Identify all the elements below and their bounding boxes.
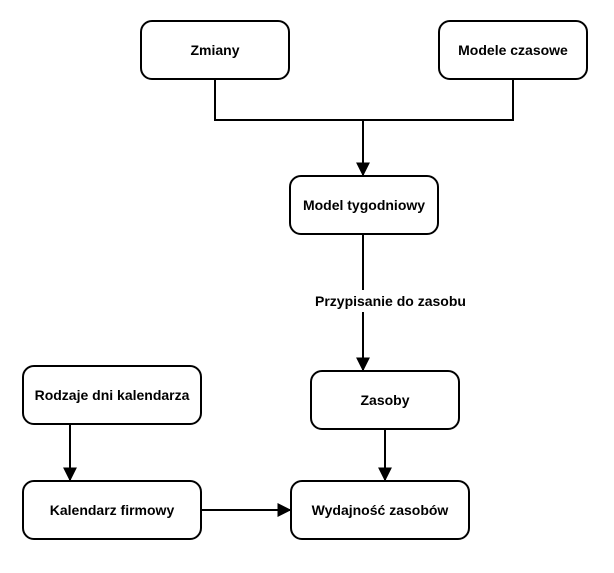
node-label: Model tygodniowy [303,197,425,213]
node-wydajnosc-zasobow: Wydajność zasobów [290,480,470,540]
edge-label-przypisanie: Przypisanie do zasobu [315,293,466,309]
node-label: Modele czasowe [458,42,568,58]
node-rodzaje-dni-kalendarza: Rodzaje dni kalendarza [22,365,202,425]
node-label: Zasoby [360,392,409,408]
node-label: Wydajność zasobów [312,502,449,518]
node-label: Kalendarz firmowy [50,502,174,518]
node-label: Rodzaje dni kalendarza [35,387,190,403]
node-kalendarz-firmowy: Kalendarz firmowy [22,480,202,540]
node-model-tygodniowy: Model tygodniowy [289,175,439,235]
node-zasoby: Zasoby [310,370,460,430]
node-label: Zmiany [190,42,239,58]
node-zmiany: Zmiany [140,20,290,80]
node-modele-czasowe: Modele czasowe [438,20,588,80]
flowchart-canvas: Zmiany Modele czasowe Model tygodniowy Z… [0,0,614,573]
edge-label-text: Przypisanie do zasobu [315,293,466,309]
